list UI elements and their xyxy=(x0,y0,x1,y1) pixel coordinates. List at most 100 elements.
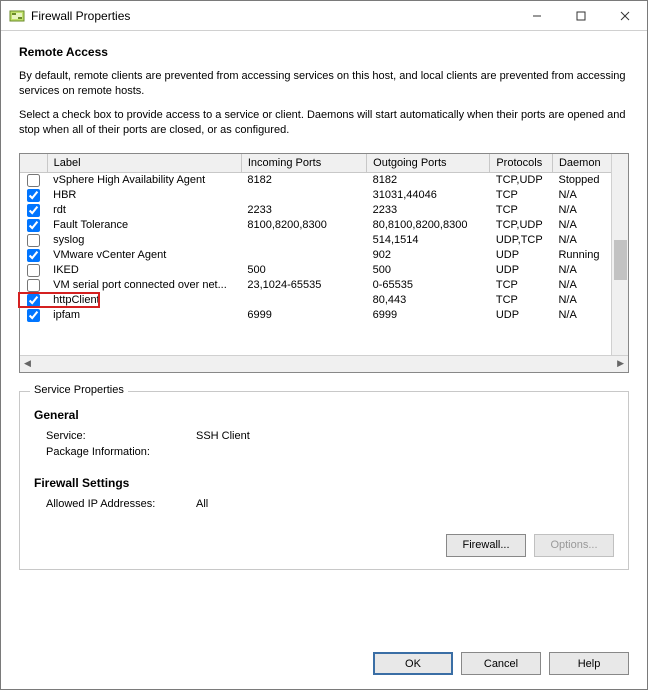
service-checkbox[interactable] xyxy=(27,204,40,217)
cell-protocols: TCP xyxy=(490,293,553,308)
app-icon xyxy=(9,8,25,24)
service-checkbox[interactable] xyxy=(27,249,40,262)
cell-daemon: N/A xyxy=(552,233,611,248)
cell-protocols: UDP,TCP xyxy=(490,233,553,248)
service-checkbox[interactable] xyxy=(27,219,40,232)
service-checkbox[interactable] xyxy=(27,294,40,307)
cell-incoming: 2233 xyxy=(241,203,366,218)
cell-label: rdt xyxy=(47,203,241,218)
cell-incoming: 8182 xyxy=(241,172,366,188)
cell-label: IKED xyxy=(47,263,241,278)
service-checkbox[interactable] xyxy=(27,279,40,292)
cell-label: vSphere High Availability Agent xyxy=(47,172,241,188)
scroll-left-icon[interactable]: ◀ xyxy=(24,358,31,369)
ok-button[interactable]: OK xyxy=(373,652,453,675)
service-value: SSH Client xyxy=(196,430,250,442)
cell-label: syslog xyxy=(47,233,241,248)
row-checkbox-cell xyxy=(20,188,47,203)
cell-daemon: Stopped xyxy=(552,172,611,188)
row-checkbox-cell xyxy=(20,263,47,278)
cell-protocols: TCP xyxy=(490,203,553,218)
maximize-button[interactable] xyxy=(559,2,603,30)
cell-outgoing: 2233 xyxy=(367,203,490,218)
table-row[interactable]: ipfam69996999UDPN/A xyxy=(20,308,611,323)
col-header-outgoing[interactable]: Outgoing Ports xyxy=(367,154,490,173)
scrollbar-thumb[interactable] xyxy=(614,240,627,280)
window-title: Firewall Properties xyxy=(31,9,515,23)
firewall-button[interactable]: Firewall... xyxy=(446,534,526,557)
service-checkbox[interactable] xyxy=(27,174,40,187)
table-row[interactable]: vSphere High Availability Agent81828182T… xyxy=(20,172,611,188)
col-header-protocols[interactable]: Protocols xyxy=(490,154,553,173)
firewall-properties-window: Firewall Properties Remote Access By def… xyxy=(0,0,648,690)
col-header-check[interactable] xyxy=(20,154,47,173)
row-checkbox-cell xyxy=(20,308,47,323)
cell-incoming xyxy=(241,248,366,263)
table-row[interactable]: IKED500500UDPN/A xyxy=(20,263,611,278)
table-row[interactable]: Fault Tolerance8100,8200,830080,8100,820… xyxy=(20,218,611,233)
remote-access-desc1: By default, remote clients are prevented… xyxy=(19,69,629,100)
row-checkbox-cell xyxy=(20,218,47,233)
cell-label: VMware vCenter Agent xyxy=(47,248,241,263)
content-area: Remote Access By default, remote clients… xyxy=(1,31,647,638)
cell-daemon: N/A xyxy=(552,278,611,293)
cell-daemon: N/A xyxy=(552,203,611,218)
services-table: Label Incoming Ports Outgoing Ports Prot… xyxy=(20,154,611,323)
cell-incoming: 6999 xyxy=(241,308,366,323)
row-checkbox-cell xyxy=(20,248,47,263)
table-row[interactable]: HBR31031,44046TCPN/A xyxy=(20,188,611,203)
remote-access-desc2: Select a check box to provide access to … xyxy=(19,108,629,139)
horizontal-scrollbar[interactable]: ◀ ▶ xyxy=(20,355,628,372)
cell-label: ipfam xyxy=(47,308,241,323)
allowed-ip-value: All xyxy=(196,498,208,510)
cell-daemon: N/A xyxy=(552,293,611,308)
service-checkbox[interactable] xyxy=(27,309,40,322)
service-properties-label: Service Properties xyxy=(30,384,128,396)
service-checkbox[interactable] xyxy=(27,234,40,247)
cell-outgoing: 6999 xyxy=(367,308,490,323)
titlebar-buttons xyxy=(515,2,647,30)
table-row[interactable]: syslog 514,1514UDP,TCPN/A xyxy=(20,233,611,248)
cell-protocols: TCP xyxy=(490,278,553,293)
table-row[interactable]: VMware vCenter Agent902UDPRunning xyxy=(20,248,611,263)
scroll-right-icon[interactable]: ▶ xyxy=(617,358,624,369)
cell-daemon: N/A xyxy=(552,188,611,203)
service-label: Service: xyxy=(46,430,196,442)
minimize-button[interactable] xyxy=(515,2,559,30)
services-table-container: Label Incoming Ports Outgoing Ports Prot… xyxy=(19,153,629,373)
cell-daemon: N/A xyxy=(552,263,611,278)
col-header-label[interactable]: Label xyxy=(47,154,241,173)
cell-outgoing: 902 xyxy=(367,248,490,263)
table-row[interactable]: httpClient80,443TCPN/A xyxy=(20,293,611,308)
cell-incoming xyxy=(241,188,366,203)
table-row[interactable]: VM serial port connected over net...23,1… xyxy=(20,278,611,293)
table-header-row: Label Incoming Ports Outgoing Ports Prot… xyxy=(20,154,611,173)
cancel-button[interactable]: Cancel xyxy=(461,652,541,675)
service-checkbox[interactable] xyxy=(27,264,40,277)
help-button[interactable]: Help xyxy=(549,652,629,675)
table-row[interactable]: rdt22332233TCPN/A xyxy=(20,203,611,218)
cell-outgoing: 500 xyxy=(367,263,490,278)
cell-protocols: TCP xyxy=(490,188,553,203)
row-checkbox-cell xyxy=(20,203,47,218)
col-header-daemon[interactable]: Daemon xyxy=(552,154,611,173)
cell-label: VM serial port connected over net... xyxy=(47,278,241,293)
cell-incoming: 500 xyxy=(241,263,366,278)
cell-outgoing: 514,1514 xyxy=(367,233,490,248)
cell-incoming: 23,1024-65535 xyxy=(241,278,366,293)
row-checkbox-cell xyxy=(20,172,47,188)
service-checkbox[interactable] xyxy=(27,189,40,202)
titlebar: Firewall Properties xyxy=(1,1,647,31)
col-header-incoming[interactable]: Incoming Ports xyxy=(241,154,366,173)
cell-incoming xyxy=(241,293,366,308)
vertical-scrollbar[interactable] xyxy=(611,154,628,355)
row-checkbox-cell xyxy=(20,233,47,248)
allowed-ip-label: Allowed IP Addresses: xyxy=(46,498,196,510)
cell-protocols: UDP xyxy=(490,308,553,323)
package-info-label: Package Information: xyxy=(46,446,196,458)
options-button[interactable]: Options... xyxy=(534,534,614,557)
firewall-settings-heading: Firewall Settings xyxy=(34,476,614,490)
cell-outgoing: 80,443 xyxy=(367,293,490,308)
cell-label: Fault Tolerance xyxy=(47,218,241,233)
close-button[interactable] xyxy=(603,2,647,30)
